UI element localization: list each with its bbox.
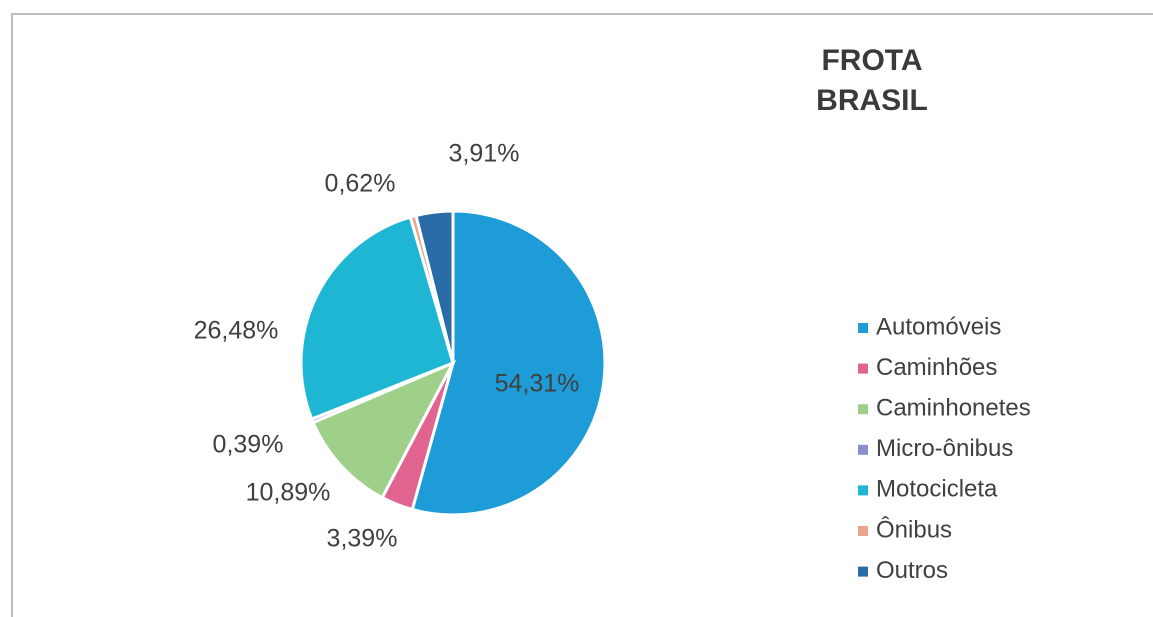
legend-swatch xyxy=(858,323,868,333)
legend-label: Micro-ônibus xyxy=(876,435,1013,462)
legend-swatch xyxy=(858,566,868,577)
pie-slice xyxy=(299,215,455,422)
legend-label: Automóveis xyxy=(876,313,1001,340)
data-label: 54,31% xyxy=(495,370,580,398)
legend-label: Outros xyxy=(876,557,948,584)
chart-title: FROTA xyxy=(821,44,922,77)
legend-label: Caminhões xyxy=(876,354,997,381)
legend-swatch xyxy=(858,363,868,374)
chart-title: BRASIL xyxy=(816,84,928,117)
data-label: 10,89% xyxy=(246,479,331,507)
pie-slice xyxy=(410,209,607,517)
data-label: 26,48% xyxy=(194,317,279,345)
legend-label: Ônibus xyxy=(876,515,952,543)
data-label: 3,91% xyxy=(449,140,520,168)
legend-swatch xyxy=(858,526,868,536)
legend-label: Motocicleta xyxy=(876,476,998,503)
legend-swatch xyxy=(858,485,868,496)
legend-swatch xyxy=(858,444,868,455)
legend-label: Caminhonetes xyxy=(876,395,1031,422)
data-label: 0,39% xyxy=(213,431,284,459)
legend-swatch xyxy=(858,404,868,415)
pie-slice xyxy=(311,359,457,500)
data-label: 3,39% xyxy=(327,525,398,553)
frame xyxy=(11,13,1153,617)
pie-slice xyxy=(414,209,455,364)
data-label: 0,62% xyxy=(325,170,396,198)
